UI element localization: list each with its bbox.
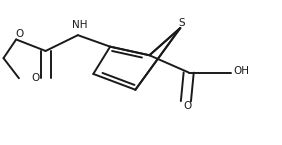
Text: O: O (183, 101, 191, 111)
Text: OH: OH (233, 66, 250, 76)
Text: O: O (16, 29, 24, 39)
Text: S: S (179, 18, 185, 28)
Text: O: O (32, 73, 40, 83)
Text: NH: NH (72, 20, 87, 30)
